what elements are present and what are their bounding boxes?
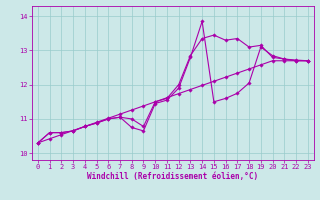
X-axis label: Windchill (Refroidissement éolien,°C): Windchill (Refroidissement éolien,°C) — [87, 172, 258, 181]
